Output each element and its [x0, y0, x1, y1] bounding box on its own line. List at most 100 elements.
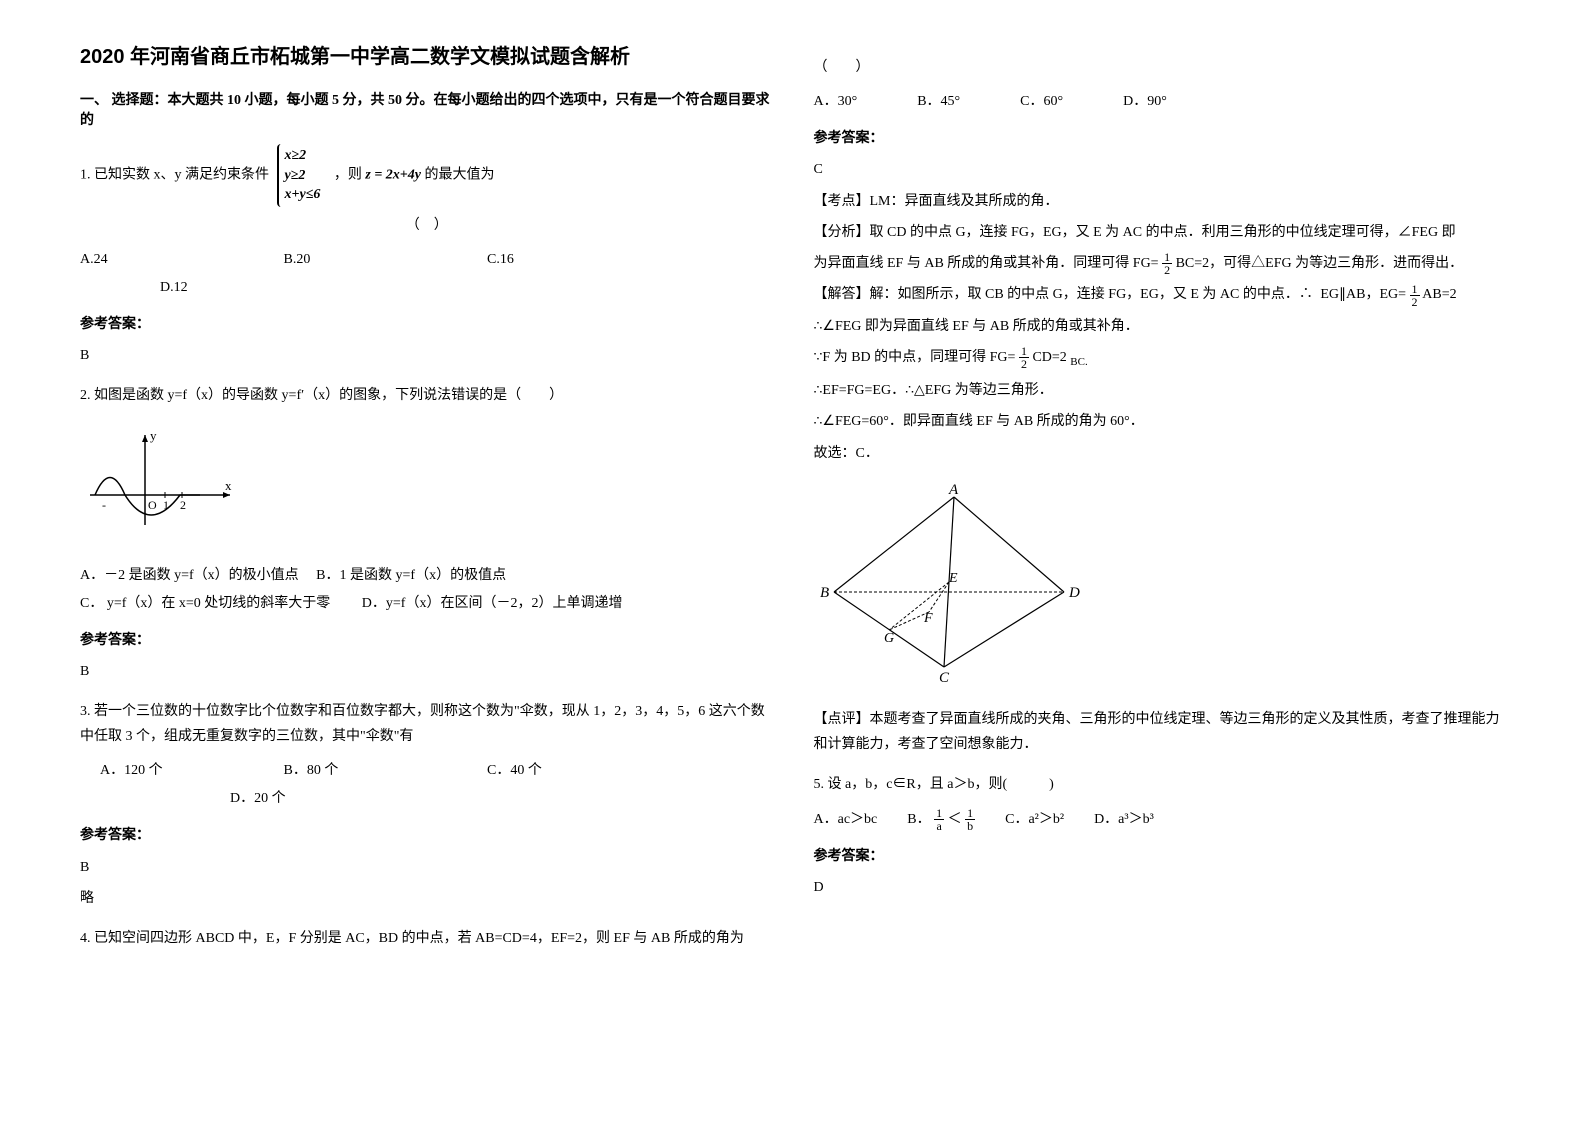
q4-optB: B．45°	[917, 88, 960, 116]
origin-label: O	[148, 498, 157, 512]
q4-optC: C．60°	[1020, 88, 1063, 116]
question-3: 3. 若一个三位数的十位数字比个位数字和百位数字都大，则称这个数为"伞数，现从 …	[80, 699, 774, 911]
q1-options: A.24 B.20 C.16 D.12	[80, 246, 774, 302]
q1-c3: x+y≤6	[285, 185, 321, 205]
q5-optC: C．a²＞b²	[1005, 806, 1064, 834]
label-G: G	[884, 631, 894, 646]
q2-optC: C． y=f（x）在 x=0 处切线的斜率大于零	[80, 596, 330, 611]
x-axis-label: x	[225, 478, 232, 493]
q1-optD: D.12	[160, 274, 188, 302]
q1-optA: A.24	[80, 246, 280, 274]
q3-optC: C．40 个	[487, 757, 542, 785]
q2-answer: B	[80, 659, 774, 684]
q4-f2-num: 1	[1410, 283, 1420, 296]
q2-options: A．－2 是函数 y=f（x）的极小值点 B．1 是函数 y=f（x）的极值点 …	[80, 562, 774, 618]
q4-al2-pre: 为异面直线 EF 与 AB 所成的角或其补角．同理可得 FG=	[814, 256, 1159, 271]
tick-1: 1	[163, 498, 169, 512]
q4-al2-end: BC=2，可得△EFG 为等边三角形．进而得出．	[1176, 256, 1464, 271]
q4-text: 4. 已知空间四边形 ABCD 中，E，F 分别是 AC，BD 的中点，若 AB…	[80, 926, 774, 951]
q4-sol-eg: EG∥AB，EG=	[1320, 287, 1406, 302]
q1-answer: B	[80, 343, 774, 368]
q3-optB: B．80 个	[284, 757, 484, 785]
q2-graph: y x - O 1 2	[80, 425, 240, 535]
q5-lt: ＜	[948, 812, 962, 827]
q1-optB: B.20	[284, 246, 484, 274]
q1-optC: C.16	[487, 246, 607, 274]
q2-optD: D．y=f（x）在区间（－2，2）上单调递增	[362, 596, 623, 611]
q4-optD: D．90°	[1123, 88, 1167, 116]
q4-a2-text: 【分析】取 CD 的中点 G，连接 FG，EG，又 E 为 AC 的中点．利用三…	[814, 225, 1456, 240]
q3-answer: B	[80, 855, 774, 880]
q1-suffix1: ，则	[334, 168, 362, 183]
question-4-text: 4. 已知空间四边形 ABCD 中，E，F 分别是 AC，BD 的中点，若 AB…	[80, 926, 774, 951]
label-B: B	[820, 585, 829, 601]
q4-blank: （ ）	[814, 55, 1508, 80]
q5-optA: A．ac＞bc	[814, 806, 878, 834]
q3-note: 略	[80, 886, 774, 911]
q1-suffix2: 的最大值为	[425, 168, 495, 183]
q5-options: A．ac＞bc B． 1 a ＜ 1 b C．a²＞b² D．a³＞b³	[814, 806, 1508, 834]
q4-sol6: 故选：C．	[814, 441, 1508, 466]
question-1: 1. 已知实数 x、y 满足约束条件 x≥2 y≥2 x+y≤6 ，则 z = …	[80, 144, 774, 368]
q4-sol2: ∴∠FEG 即为异面直线 EF 与 AB 所成的角或其补角．	[814, 314, 1508, 339]
neg-tick: -	[102, 498, 106, 512]
q4-s3-end: BC.	[1070, 355, 1087, 367]
q1-c2: y≥2	[285, 166, 321, 186]
label-A: A	[948, 482, 959, 498]
left-column: 2020 年河南省商丘市柘城第一中学高二数学文模拟试题含解析 一、 选择题：本大…	[60, 40, 794, 1082]
q1-c1: x≥2	[285, 146, 321, 166]
q1-prefix: 1. 已知实数 x、y 满足约束条件	[80, 168, 269, 183]
question-5: 5. 设 a，b，c∈R，且 a＞b，则( ) A．ac＞bc B． 1 a ＜…	[814, 772, 1508, 900]
label-D: D	[1068, 585, 1080, 601]
label-E: E	[948, 571, 958, 586]
y-axis-label: y	[150, 428, 157, 443]
q3-optA: A．120 个	[100, 757, 280, 785]
q1-blank: （ ）	[80, 213, 774, 238]
q5-frac-b: 1 b	[965, 807, 975, 832]
q4-sol-eg-end: AB=2	[1422, 287, 1456, 302]
q5-frac-a: 1 a	[934, 807, 944, 832]
q4-comment: 【点评】本题考查了异面直线所成的夹角、三角形的中位线定理、等边三角形的定义及其性…	[814, 707, 1508, 757]
label-C: C	[939, 670, 950, 682]
q5-fa-num: 1	[934, 807, 944, 820]
q1-formula: z = 2x+4y	[365, 168, 421, 183]
q5-optB-pre: B．	[907, 812, 930, 827]
q4-solution-line1: 【解答】解：如图所示，取 CB 的中点 G，连接 FG，EG，又 E 为 AC …	[814, 282, 1508, 307]
q2-text: 2. 如图是函数 y=f（x）的导函数 y=f′（x）的图象，下列说法错误的是（…	[80, 383, 774, 408]
q4-s3-pre: ∵F 为 BD 的中点，同理可得 FG=	[814, 350, 1016, 365]
q5-text: 5. 设 a，b，c∈R，且 a＞b，则( )	[814, 772, 1508, 797]
section-header: 一、 选择题：本大题共 10 小题，每小题 5 分，共 50 分。在每小题给出的…	[80, 89, 774, 129]
q5-optD: D．a³＞b³	[1094, 806, 1154, 834]
q4-geometry: E F G A B C D	[814, 482, 1094, 682]
question-2: 2. 如图是函数 y=f（x）的导函数 y=f′（x）的图象，下列说法错误的是（…	[80, 383, 774, 684]
q4-sol5: ∴∠FEG=60°．即异面直线 EF 与 AB 所成的角为 60°．	[814, 409, 1508, 434]
q5-fb-num: 1	[965, 807, 975, 820]
q4-sol3: ∵F 为 BD 的中点，同理可得 FG= 1 2 CD=2 BC.	[814, 345, 1508, 373]
q4-analysis2: 【分析】取 CD 的中点 G，连接 FG，EG，又 E 为 AC 的中点．利用三…	[814, 220, 1508, 245]
label-F: F	[923, 611, 933, 626]
q5-answer-label: 参考答案：	[814, 844, 1508, 869]
question-4-continued: （ ） A．30° B．45° C．60° D．90° 参考答案： C 【考点】…	[814, 55, 1508, 757]
q4-analysis1: 【考点】LM：异面直线及其所成的角．	[814, 189, 1508, 214]
q4-f3-den: 2	[1019, 358, 1029, 370]
q3-answer-label: 参考答案：	[80, 823, 774, 848]
q4-analysis-line2: 为异面直线 EF 与 AB 所成的角或其补角．同理可得 FG= 1 2 BC=2…	[814, 251, 1508, 276]
q4-answer: C	[814, 157, 1508, 182]
q2-optA: A．－2 是函数 y=f（x）的极小值点	[80, 568, 299, 583]
q5-answer: D	[814, 875, 1508, 900]
q1-answer-label: 参考答案：	[80, 312, 774, 337]
q4-sol4: ∴EF=FG=EG．∴△EFG 为等边三角形．	[814, 378, 1508, 403]
q1-constraints: x≥2 y≥2 x+y≤6	[277, 144, 327, 207]
q4-f2-den: 2	[1410, 296, 1420, 308]
q4-options: A．30° B．45° C．60° D．90°	[814, 88, 1508, 116]
q5-fb-den: b	[965, 820, 975, 832]
q3-options: A．120 个 B．80 个 C．40 个 D．20 个	[80, 757, 774, 813]
q4-f1-den: 2	[1162, 264, 1172, 276]
q2-answer-label: 参考答案：	[80, 628, 774, 653]
q2-optB: B．1 是函数 y=f（x）的极值点	[316, 568, 506, 583]
document-title: 2020 年河南省商丘市柘城第一中学高二数学文模拟试题含解析	[80, 40, 774, 69]
tick-2: 2	[180, 498, 186, 512]
q5-optB: B． 1 a ＜ 1 b	[907, 806, 975, 834]
q3-text: 3. 若一个三位数的十位数字比个位数字和百位数字都大，则称这个数为"伞数，现从 …	[80, 699, 774, 749]
q4-optA: A．30°	[814, 88, 858, 116]
